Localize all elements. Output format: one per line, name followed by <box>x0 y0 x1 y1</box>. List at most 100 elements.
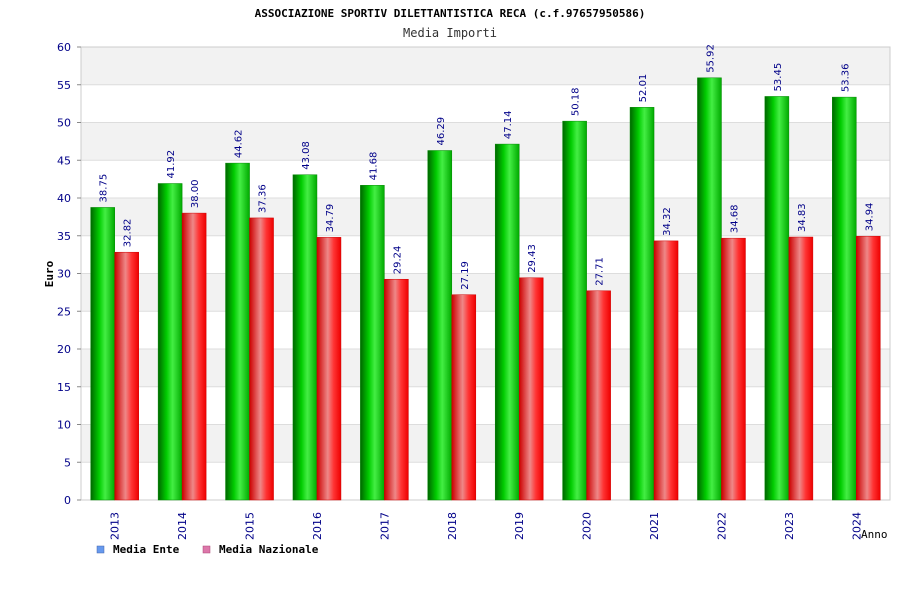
x-tick-label: 2021 <box>648 512 661 540</box>
y-tick-label: 5 <box>64 456 71 469</box>
plot-band <box>81 160 890 198</box>
legend-swatch-media-nazionale <box>202 545 211 554</box>
bar-media-nazionale <box>181 212 207 501</box>
plot-band <box>81 84 890 123</box>
plot-band <box>81 349 890 387</box>
bar-label-media-nazionale: 29.43 <box>527 244 538 273</box>
bar-label-media-ente: 41.68 <box>368 152 379 181</box>
bar-media-nazionale <box>451 294 477 501</box>
bar-label-media-ente: 53.45 <box>773 63 784 92</box>
bar-label-media-nazionale: 38.00 <box>190 179 201 208</box>
x-tick-label: 2014 <box>176 512 189 540</box>
y-tick-label: 50 <box>57 117 71 130</box>
bar-label-media-ente: 52.01 <box>638 74 649 103</box>
bar-label-media-ente: 38.75 <box>99 174 110 203</box>
bar-media-nazionale <box>856 235 881 501</box>
plot-band <box>81 122 890 161</box>
chart-title: ASSOCIAZIONE SPORTIV DILETTANTISTICA REC… <box>255 7 646 20</box>
x-tick-label: 2015 <box>244 512 257 540</box>
bar-media-nazionale <box>788 236 814 501</box>
x-tick-label: 2017 <box>378 512 391 540</box>
y-tick-label: 60 <box>57 41 71 54</box>
bar-media-ente <box>764 96 790 501</box>
bar-label-media-nazionale: 34.83 <box>797 203 808 232</box>
y-axis-label: Euro <box>43 260 56 287</box>
bar-media-ente <box>697 77 722 501</box>
bar-label-media-ente: 46.29 <box>436 117 447 146</box>
bar-media-ente <box>90 207 115 501</box>
bar-label-media-nazionale: 34.94 <box>864 203 875 232</box>
bar-media-ente <box>832 96 857 501</box>
bar-media-ente <box>360 185 385 501</box>
x-tick-label: 2016 <box>311 512 324 540</box>
bar-media-ente <box>562 120 587 501</box>
x-tick-label: 2020 <box>581 512 594 540</box>
x-axis: 2013 2014 2015 2016 2017 2018 2019 2020 2021 2022… <box>109 512 864 540</box>
bar-media-nazionale <box>518 277 544 501</box>
bar-label-media-ente: 44.62 <box>234 129 245 158</box>
plot-band <box>81 198 890 236</box>
y-tick-label: 55 <box>57 79 71 92</box>
bar-label-media-nazionale: 29.24 <box>392 246 403 275</box>
bar-label-media-ente: 41.92 <box>166 150 177 179</box>
bar-label-media-nazionale: 27.19 <box>460 261 471 290</box>
x-tick-label: 2013 <box>109 512 122 540</box>
plot-background <box>81 47 890 500</box>
plot-band <box>81 235 890 274</box>
bar-media-nazionale <box>316 237 342 501</box>
plot-band <box>81 47 890 85</box>
bar-media-nazionale <box>249 217 274 501</box>
x-tick-label: 2019 <box>513 512 526 540</box>
bar-label-media-ente: 43.08 <box>301 141 312 170</box>
bar-label-media-ente: 55.92 <box>705 44 716 73</box>
legend: Media Ente Media Nazionale <box>96 543 319 556</box>
bar-label-media-ente: 47.14 <box>503 110 514 139</box>
x-tick-label: 2024 <box>850 512 863 540</box>
legend-label-media-nazionale: Media Nazionale <box>219 543 319 556</box>
y-tick-label: 25 <box>57 305 71 318</box>
y-axis: 0 5 10 15 20 25 30 35 40 45 50 55 60 <box>57 41 81 507</box>
y-tick-label: 35 <box>57 230 71 243</box>
y-tick-label: 15 <box>57 381 71 394</box>
bar-media-nazionale <box>721 237 746 501</box>
x-tick-label: 2018 <box>446 512 459 540</box>
bar-media-ente <box>225 162 250 501</box>
y-tick-label: 10 <box>57 419 71 432</box>
legend-label-media-ente: Media Ente <box>113 543 180 556</box>
x-axis-label: Anno <box>861 528 888 541</box>
bar-media-ente <box>494 143 520 501</box>
bar-label-media-nazionale: 34.32 <box>662 207 673 236</box>
bar-label-media-nazionale: 34.79 <box>325 204 336 233</box>
x-tick-label: 2023 <box>783 512 796 540</box>
legend-swatch-media-ente <box>96 545 105 554</box>
bar-label-media-ente: 50.18 <box>571 88 582 117</box>
bar-media-ente <box>292 174 318 501</box>
bar-label-media-nazionale: 34.68 <box>729 205 740 234</box>
y-tick-label: 20 <box>57 343 71 356</box>
bar-label-media-nazionale: 37.36 <box>258 184 269 213</box>
bar-label-media-ente: 53.36 <box>840 63 851 92</box>
bar-media-nazionale <box>653 240 679 501</box>
plot-band <box>81 462 890 500</box>
y-tick-label: 40 <box>57 192 71 205</box>
plot-band <box>81 386 890 425</box>
y-tick-label: 30 <box>57 268 71 281</box>
y-tick-label: 0 <box>64 494 71 507</box>
bar-media-nazionale <box>384 278 409 501</box>
bars <box>90 77 881 501</box>
bar-label-media-nazionale: 27.71 <box>595 257 606 286</box>
bar-media-ente <box>427 150 453 501</box>
y-tick-label: 45 <box>57 154 71 167</box>
chart-subtitle: Media Importi <box>403 26 497 40</box>
plot-band <box>81 424 890 463</box>
bar-media-nazionale <box>114 251 139 501</box>
bar-media-ente <box>629 107 655 501</box>
plot-band <box>81 273 890 312</box>
bar-labels: 38.75 32.82 41.92 38.00 44.62 37.36 43.08 34.79… <box>99 44 876 290</box>
bar-media-nazionale <box>586 290 611 501</box>
plot-band <box>81 311 890 349</box>
bar-label-media-nazionale: 32.82 <box>123 219 134 248</box>
bar-media-ente <box>157 183 183 501</box>
x-tick-label: 2022 <box>715 512 728 540</box>
